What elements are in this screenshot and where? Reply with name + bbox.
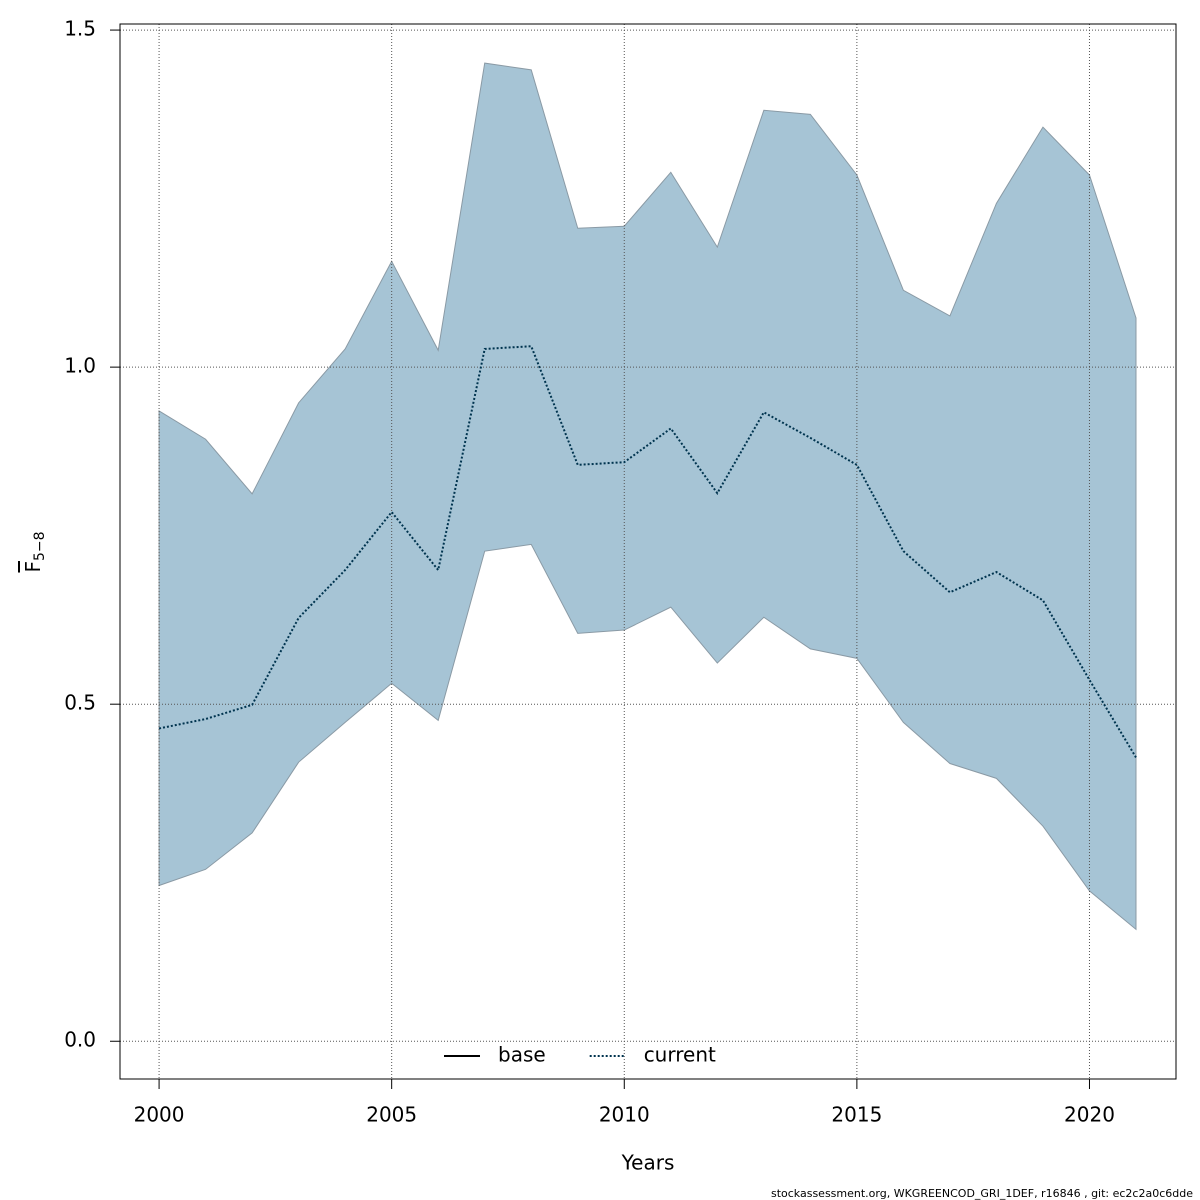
plot-frame <box>119 23 1177 1080</box>
x-tick-label: 2015 <box>831 1103 882 1127</box>
y-tick-label: 1.0 <box>64 354 96 378</box>
y-axis-label-group: F5−8 <box>21 531 49 572</box>
confidence-band <box>158 62 1137 931</box>
legend-label: base <box>498 1043 546 1067</box>
y-tick-label: 0.5 <box>64 691 96 715</box>
y-label-main: F <box>21 561 45 573</box>
x-tick-label: 2000 <box>134 1103 185 1127</box>
series-line <box>158 345 1137 758</box>
x-axis-label: Years <box>621 1151 675 1175</box>
legend-label: current <box>644 1043 716 1067</box>
x-tick-label: 2005 <box>366 1103 417 1127</box>
footer: stockassessment.org, WKGREENCOD_GRI_1DEF… <box>771 1187 1193 1200</box>
y-tick-label: 1.5 <box>64 17 96 41</box>
y-axis-label: F5−8 <box>21 531 49 572</box>
y-tick-label: 0.0 <box>64 1028 96 1052</box>
y-label-subscript: 5−8 <box>32 531 48 561</box>
x-tick-label: 2020 <box>1064 1103 1115 1127</box>
x-tick-label: 2010 <box>599 1103 650 1127</box>
